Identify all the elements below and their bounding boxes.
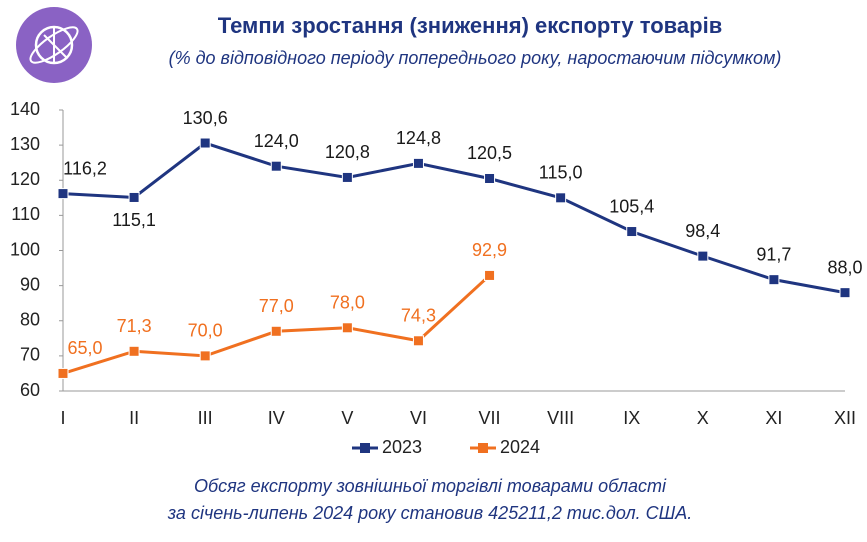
point — [626, 226, 638, 238]
point — [768, 274, 780, 286]
x-tick-label: X — [697, 408, 709, 428]
data-label: 116,2 — [63, 158, 107, 178]
data-label: 130,6 — [183, 108, 228, 128]
point — [270, 160, 282, 172]
x-tick-label: VII — [479, 408, 501, 428]
chart-subtitle: (% до відповідного періоду попереднього … — [169, 48, 782, 68]
point — [341, 171, 353, 183]
y-tick-label: 70 — [20, 345, 40, 365]
x-tick-label: IX — [623, 408, 640, 428]
data-label: 98,4 — [685, 221, 720, 241]
legend-marker — [360, 443, 370, 453]
data-label: 70,0 — [188, 321, 223, 341]
y-tick-label: 80 — [20, 310, 40, 330]
y-tick-label: 120 — [10, 169, 40, 189]
x-tick-label: I — [60, 408, 65, 428]
point — [270, 325, 282, 337]
point — [199, 137, 211, 149]
data-label: 88,0 — [827, 257, 862, 277]
data-label: 115,0 — [539, 163, 583, 183]
x-tick-label: II — [129, 408, 139, 428]
point — [128, 345, 140, 357]
y-tick-label: 110 — [11, 204, 40, 224]
x-tick-label: III — [198, 408, 213, 428]
point — [341, 322, 353, 334]
x-tick-label: XI — [765, 408, 782, 428]
data-label: 65,0 — [67, 338, 102, 358]
series-line — [62, 141, 846, 295]
point — [697, 250, 709, 262]
point — [555, 192, 567, 204]
data-label: 105,4 — [609, 196, 654, 216]
data-label: 78,0 — [330, 293, 365, 313]
legend-label: 2023 — [382, 437, 422, 457]
point — [412, 335, 424, 347]
point — [412, 157, 424, 169]
data-label: 120,8 — [325, 142, 370, 162]
y-tick-label: 60 — [20, 380, 40, 400]
y-tick-label: 140 — [10, 99, 40, 119]
point — [484, 269, 496, 281]
point — [128, 191, 140, 203]
legend-marker — [478, 443, 488, 453]
data-label: 77,0 — [259, 296, 294, 316]
data-label: 124,0 — [254, 131, 299, 151]
data-label: 91,7 — [756, 244, 791, 264]
footer-line: за січень-липень 2024 року становив 4252… — [167, 503, 692, 523]
legend-label: 2024 — [500, 437, 540, 457]
point — [199, 350, 211, 362]
point — [57, 188, 69, 200]
logo — [16, 7, 92, 83]
data-label: 115,1 — [112, 210, 156, 230]
footer-line: Обсяг експорту зовнішньої торгівлі товар… — [194, 476, 667, 496]
data-label: 74,3 — [401, 306, 436, 326]
data-label: 124,8 — [396, 128, 441, 148]
data-label: 92,9 — [472, 240, 507, 260]
x-tick-label: VIII — [547, 408, 574, 428]
point — [57, 367, 69, 379]
y-tick-label: 130 — [10, 134, 40, 154]
x-tick-label: XII — [834, 408, 856, 428]
chart-title: Темпи зростання (зниження) експорту това… — [218, 13, 722, 38]
y-tick-label: 100 — [10, 239, 40, 259]
x-tick-label: IV — [268, 408, 285, 428]
x-tick-label: V — [341, 408, 353, 428]
data-label: 71,3 — [117, 316, 152, 336]
x-tick-label: VI — [410, 408, 427, 428]
y-tick-label: 90 — [20, 274, 40, 294]
data-label: 120,5 — [467, 143, 512, 163]
point — [839, 287, 851, 299]
point — [484, 172, 496, 184]
